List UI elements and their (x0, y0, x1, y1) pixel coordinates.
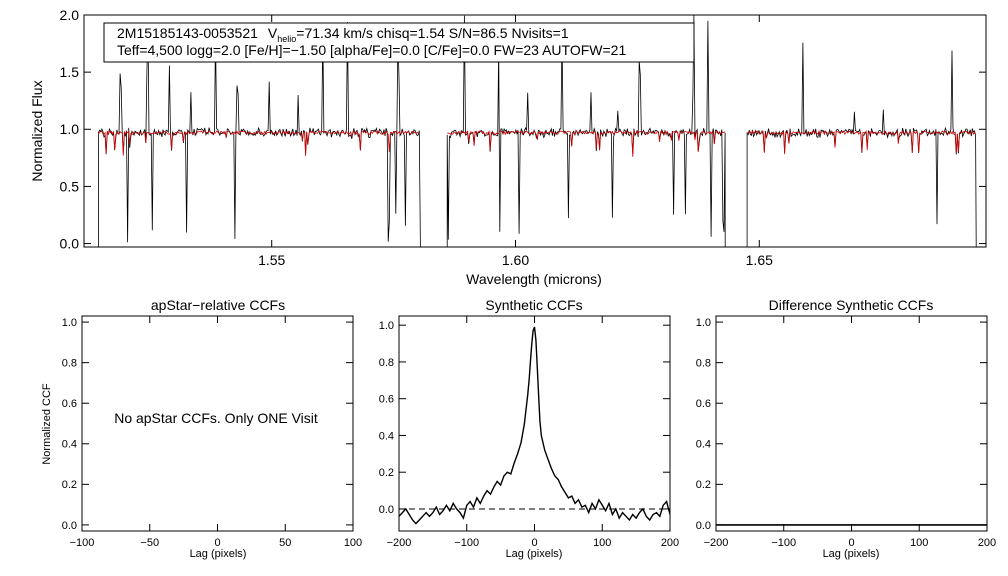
spectrum-info-line1: 2M15185143-0053521 Vhelio=71.34 km/s chis… (117, 25, 569, 44)
synthetic-ccf-xtick-label: 200 (661, 537, 679, 549)
star-id: 2M15185143-0053521 (117, 25, 258, 41)
apstar-ccf-xlabel: Lag (pixels) (190, 548, 247, 560)
spectrum-ytick-label: 1.5 (60, 64, 80, 80)
spectrum-model-line (98, 129, 420, 156)
difference-ccf-xtick-label: −200 (704, 537, 729, 549)
spectrum-xtick-label: 1.55 (258, 252, 285, 268)
synthetic-ccf-line (398, 326, 671, 525)
synthetic-ccf-xtick-label: 0 (531, 537, 537, 549)
difference-ccf-chart: Difference Synthetic CCFs −200 −100 0 100 20… (696, 297, 996, 560)
vhelio-rest: =71.34 km/s chisq=1.54 S/N=86.5 Nvisits=… (296, 25, 569, 41)
synthetic-ccf-ytick-label: 1.0 (379, 320, 394, 332)
apstar-ccf-ytick-label: 0.2 (62, 479, 77, 491)
apstar-ccf-ytick-label: 0.4 (62, 439, 77, 451)
difference-ccf-xtick-label: 0 (848, 537, 854, 549)
spectrum-model-line (447, 129, 726, 157)
difference-ccf-xtick-label: 200 (978, 537, 996, 549)
apstar-ccf-chart: apStar−relative CCFs −100 −50 0 50 100 0.0 0.2… (41, 297, 362, 560)
difference-ccf-ytick-label: 0.6 (696, 398, 711, 410)
apstar-ccf-xtick-label: 100 (344, 537, 362, 549)
difference-ccf-xtick-label: 100 (910, 537, 928, 549)
apstar-ccf-ytick-label: 0.0 (62, 520, 77, 532)
apstar-ccf-xtick-label: 50 (279, 537, 291, 549)
spectrum-plot-area (98, 15, 977, 248)
synthetic-ccf-ytick-label: 0.6 (379, 394, 394, 406)
vhelio-label: V (268, 25, 278, 41)
difference-ccf-ytick-label: 0.8 (696, 358, 711, 370)
spectrum-xlabel: Wavelength (microns) (466, 271, 602, 287)
apstar-ccf-xtick-label: 0 (214, 537, 220, 549)
spectrum-xtick-label: 1.60 (502, 252, 529, 268)
apstar-ccf-title: apStar−relative CCFs (151, 297, 285, 313)
synthetic-ccf-chart: Synthetic CCFs −200 −100 0 100 200 0.0 0.2 0.4 0… (379, 297, 679, 560)
synthetic-ccf-plot-area (398, 326, 671, 525)
difference-ccf-xlabel: Lag (pixels) (823, 548, 880, 560)
apstar-ccf-ytick-label: 1.0 (62, 317, 77, 329)
difference-ccf-xtick-label: −100 (771, 537, 796, 549)
difference-ccf-frame (715, 315, 988, 532)
synthetic-ccf-ticks: −200 −100 0 100 200 0.0 0.2 0.4 0.6 0.8 1.0 (379, 316, 679, 549)
difference-ccf-ticks: −200 −100 0 100 200 0.0 0.2 0.4 0.6 0.8 1.0 (696, 316, 996, 549)
apstar-ccf-message: No apStar CCFs. Only ONE Visit (114, 410, 318, 426)
apstar-ccf-xtick-label: −100 (70, 537, 95, 549)
apstar-ccf-ytick-label: 0.6 (62, 398, 77, 410)
spectrum-frame (83, 14, 987, 248)
spectrum-ytick-label: 1.0 (60, 121, 80, 137)
difference-ccf-ytick-label: 0.2 (696, 479, 711, 491)
difference-ccf-ytick-label: 1.0 (696, 317, 711, 329)
synthetic-ccf-title: Synthetic CCFs (485, 297, 582, 313)
apstar-ccf-ticks: −100 −50 0 50 100 0.0 0.2 0.4 0.6 0.8 1.0 (62, 316, 362, 549)
vhelio-subscript: helio (277, 34, 296, 44)
synthetic-ccf-ytick-label: 0.4 (379, 430, 394, 442)
spectrum-chart: 1.55 1.60 1.65 0.0 0.5 1.0 1.5 2.0 2M15185143-0… (29, 7, 987, 287)
synthetic-ccf-ytick-label: 0.0 (379, 504, 394, 516)
spectrum-info-box (103, 22, 695, 63)
difference-ccf-ytick-label: 0.4 (696, 439, 711, 451)
synthetic-ccf-xtick-label: 100 (593, 537, 611, 549)
spectrum-xtick-label: 1.65 (746, 252, 773, 268)
difference-ccf-title: Difference Synthetic CCFs (769, 297, 934, 313)
spectrum-ylabel: Normalized Flux (29, 80, 45, 181)
synthetic-ccf-frame (398, 315, 671, 532)
spectrum-observed-line (98, 21, 421, 248)
spectrum-ytick-label: 0.5 (60, 178, 80, 194)
synthetic-ccf-xlabel: Lag (pixels) (506, 548, 563, 560)
spectrum-info-line2: Teff=4,500 logg=2.0 [Fe/H]=−1.50 [alpha/… (117, 42, 626, 58)
apstar-ccf-ytick-label: 0.8 (62, 358, 77, 370)
apstar-ccf-xtick-label: −50 (140, 537, 159, 549)
synthetic-ccf-ytick-label: 0.2 (379, 467, 394, 479)
spectrum-model-line (747, 129, 976, 155)
apstar-ccf-ylabel: Normalized CCF (41, 383, 53, 465)
synthetic-ccf-xtick-label: −100 (454, 537, 479, 549)
synthetic-ccf-xtick-label: −200 (387, 537, 412, 549)
spectrum-ytick-label: 2.0 (60, 7, 80, 23)
difference-ccf-ytick-label: 0.0 (696, 520, 711, 532)
spectrum-ticks: 1.55 1.60 1.65 0.0 0.5 1.0 1.5 2.0 (60, 7, 986, 268)
synthetic-ccf-ytick-label: 0.8 (379, 357, 394, 369)
spectrum-ytick-label: 0.0 (60, 235, 80, 251)
